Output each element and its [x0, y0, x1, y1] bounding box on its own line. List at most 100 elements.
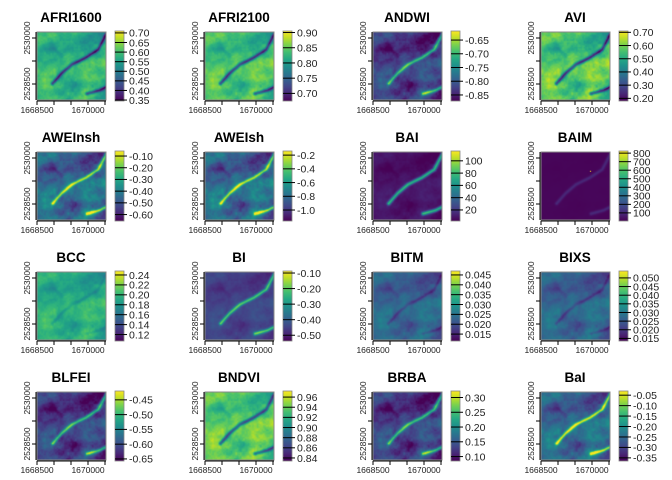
y-tick-label: 2530000 — [22, 141, 32, 174]
y-tick-label: 2530000 — [526, 21, 536, 54]
colorbar-tick-label: 0.80 — [297, 58, 318, 70]
panel-title: AFRI1600 — [40, 10, 102, 25]
colorbar-tick-label: 0.60 — [633, 40, 654, 52]
x-tick-label: 1670000 — [71, 345, 104, 355]
raster-image — [541, 392, 610, 460]
raster-panel-bitm: BITM 1668500 1670000 2530000 2528500 0.015 0.0… — [336, 240, 504, 360]
colorbar-tick-label: 0.50 — [129, 66, 150, 78]
colorbar-tick-label: -0.05 — [633, 390, 657, 402]
x-tick-label: 1668500 — [524, 465, 557, 475]
colorbar-tick-label: 100 — [633, 208, 651, 220]
colorbar-tick-label: -0.10 — [633, 400, 657, 412]
colorbar-tick-label: 0.035 — [633, 299, 659, 311]
raster-image — [205, 32, 274, 100]
map-border — [372, 151, 443, 221]
panel-title: BLFEI — [51, 370, 91, 385]
map-border — [36, 31, 107, 101]
map-border — [36, 271, 107, 341]
x-tick-label: 1668500 — [20, 465, 53, 475]
raster-image — [373, 32, 442, 100]
colorbar-tick-label: 80 — [465, 168, 477, 180]
colorbar-tick-label: -0.50 — [129, 198, 153, 210]
x-tick-label: 1670000 — [239, 465, 272, 475]
raster-image — [205, 272, 274, 340]
raster-panel-bai: BaI 1668500 1670000 2530000 2528500 -0.35 -0.3… — [504, 360, 672, 480]
colorbar-tick-label: 0.20 — [633, 93, 654, 105]
colorbar-tick-label: 0.30 — [633, 80, 654, 92]
panel-title: AVI — [564, 10, 586, 25]
y-tick-label: 2528500 — [190, 187, 200, 220]
colorbar-tick-label: 40 — [465, 192, 477, 204]
colorbar-tick-label: 0.70 — [633, 27, 654, 39]
colorbar-tick-label: 0.10 — [465, 451, 486, 463]
colorbar-tick-label: 0.96 — [297, 392, 318, 404]
raster-panel-afri1600: AFRI1600 1668500 1670000 2530000 2528500 0.35… — [0, 0, 168, 120]
colorbar-tick-label: 0.035 — [465, 289, 491, 301]
colorbar-tick-label: -0.65 — [465, 35, 489, 47]
raster-panel-baim: BAIM 1668500 1670000 2530000 2528500 100 200 30… — [504, 120, 672, 240]
x-tick-label: 1668500 — [356, 225, 389, 235]
colorbar-tick-label: -0.20 — [633, 421, 657, 433]
y-tick-label: 2528500 — [358, 67, 368, 100]
colorbar-tick-label: 20 — [465, 205, 477, 217]
map-border — [540, 151, 611, 221]
raster-panel-brba: BRBA 1668500 1670000 2530000 2528500 0.10 0.15… — [336, 360, 504, 480]
colorbar-tick-label: -0.75 — [465, 62, 489, 74]
raster-panel-bndvi: BNDVI 1668500 1670000 2530000 2528500 0.84 0.8… — [168, 360, 336, 480]
panel-title: ANDWI — [384, 10, 430, 25]
colorbar-tick-label: 0.30 — [465, 392, 486, 404]
x-tick-label: 1670000 — [575, 225, 608, 235]
x-tick-label: 1668500 — [188, 225, 221, 235]
colorbar-tick-label: 0.25 — [465, 407, 486, 419]
x-tick-label: 1668500 — [356, 465, 389, 475]
colorbar-tick-label: 0.85 — [297, 43, 318, 55]
colorbar-tick-label: 0.045 — [465, 270, 491, 282]
colorbar-tick-label: 0.20 — [465, 422, 486, 434]
colorbar — [282, 150, 293, 222]
colorbar-tick-label: -0.40 — [297, 314, 321, 326]
x-tick-label: 1668500 — [188, 465, 221, 475]
y-tick-label: 2528500 — [22, 67, 32, 100]
x-tick-label: 1670000 — [407, 105, 440, 115]
y-tick-label: 2528500 — [190, 67, 200, 100]
colorbar-tick-label: 0.90 — [297, 27, 318, 39]
y-tick-label: 2528500 — [526, 307, 536, 340]
colorbar-tick-label: 0.86 — [297, 443, 318, 455]
raster-image — [373, 152, 442, 220]
y-tick-label: 2528500 — [526, 427, 536, 460]
colorbar-tick-label: -0.20 — [129, 163, 153, 175]
colorbar-tick-label: -0.65 — [129, 454, 153, 466]
colorbar-tick-label: 0.55 — [129, 56, 150, 68]
x-tick-label: 1670000 — [71, 225, 104, 235]
y-tick-label: 2530000 — [190, 381, 200, 414]
y-tick-label: 2528500 — [358, 427, 368, 460]
y-tick-label: 2530000 — [358, 141, 368, 174]
colorbar-tick-label: 0.45 — [129, 76, 150, 88]
x-tick-label: 1668500 — [188, 105, 221, 115]
colorbar-tick-label: -0.25 — [633, 432, 657, 444]
panel-title: BRBA — [387, 370, 427, 385]
colorbar-tick-label: -0.85 — [465, 90, 489, 102]
x-tick-label: 1668500 — [524, 345, 557, 355]
raster-panel-bai: BAI 1668500 1670000 2530000 2528500 20 40 60 80 1… — [336, 120, 504, 240]
colorbar-tick-label: 0.35 — [129, 95, 150, 107]
colorbar — [618, 270, 629, 342]
colorbar-tick-label: 0.22 — [129, 280, 150, 292]
colorbar-tick-label: 300 — [633, 191, 651, 203]
colorbar — [114, 30, 125, 102]
colorbar — [618, 390, 629, 462]
colorbar — [450, 270, 461, 342]
map-border — [204, 151, 275, 221]
x-tick-label: 1670000 — [71, 105, 104, 115]
y-tick-label: 2528500 — [190, 307, 200, 340]
map-border — [540, 391, 611, 461]
colorbar-tick-label: 0.92 — [297, 412, 318, 424]
y-tick-label: 2530000 — [358, 381, 368, 414]
y-tick-label: 2528500 — [358, 187, 368, 220]
y-tick-label: 2528500 — [190, 427, 200, 460]
colorbar-tick-label: -0.30 — [129, 174, 153, 186]
x-tick-label: 1670000 — [239, 105, 272, 115]
colorbar-tick-label: -0.15 — [633, 411, 657, 423]
colorbar — [282, 390, 293, 462]
